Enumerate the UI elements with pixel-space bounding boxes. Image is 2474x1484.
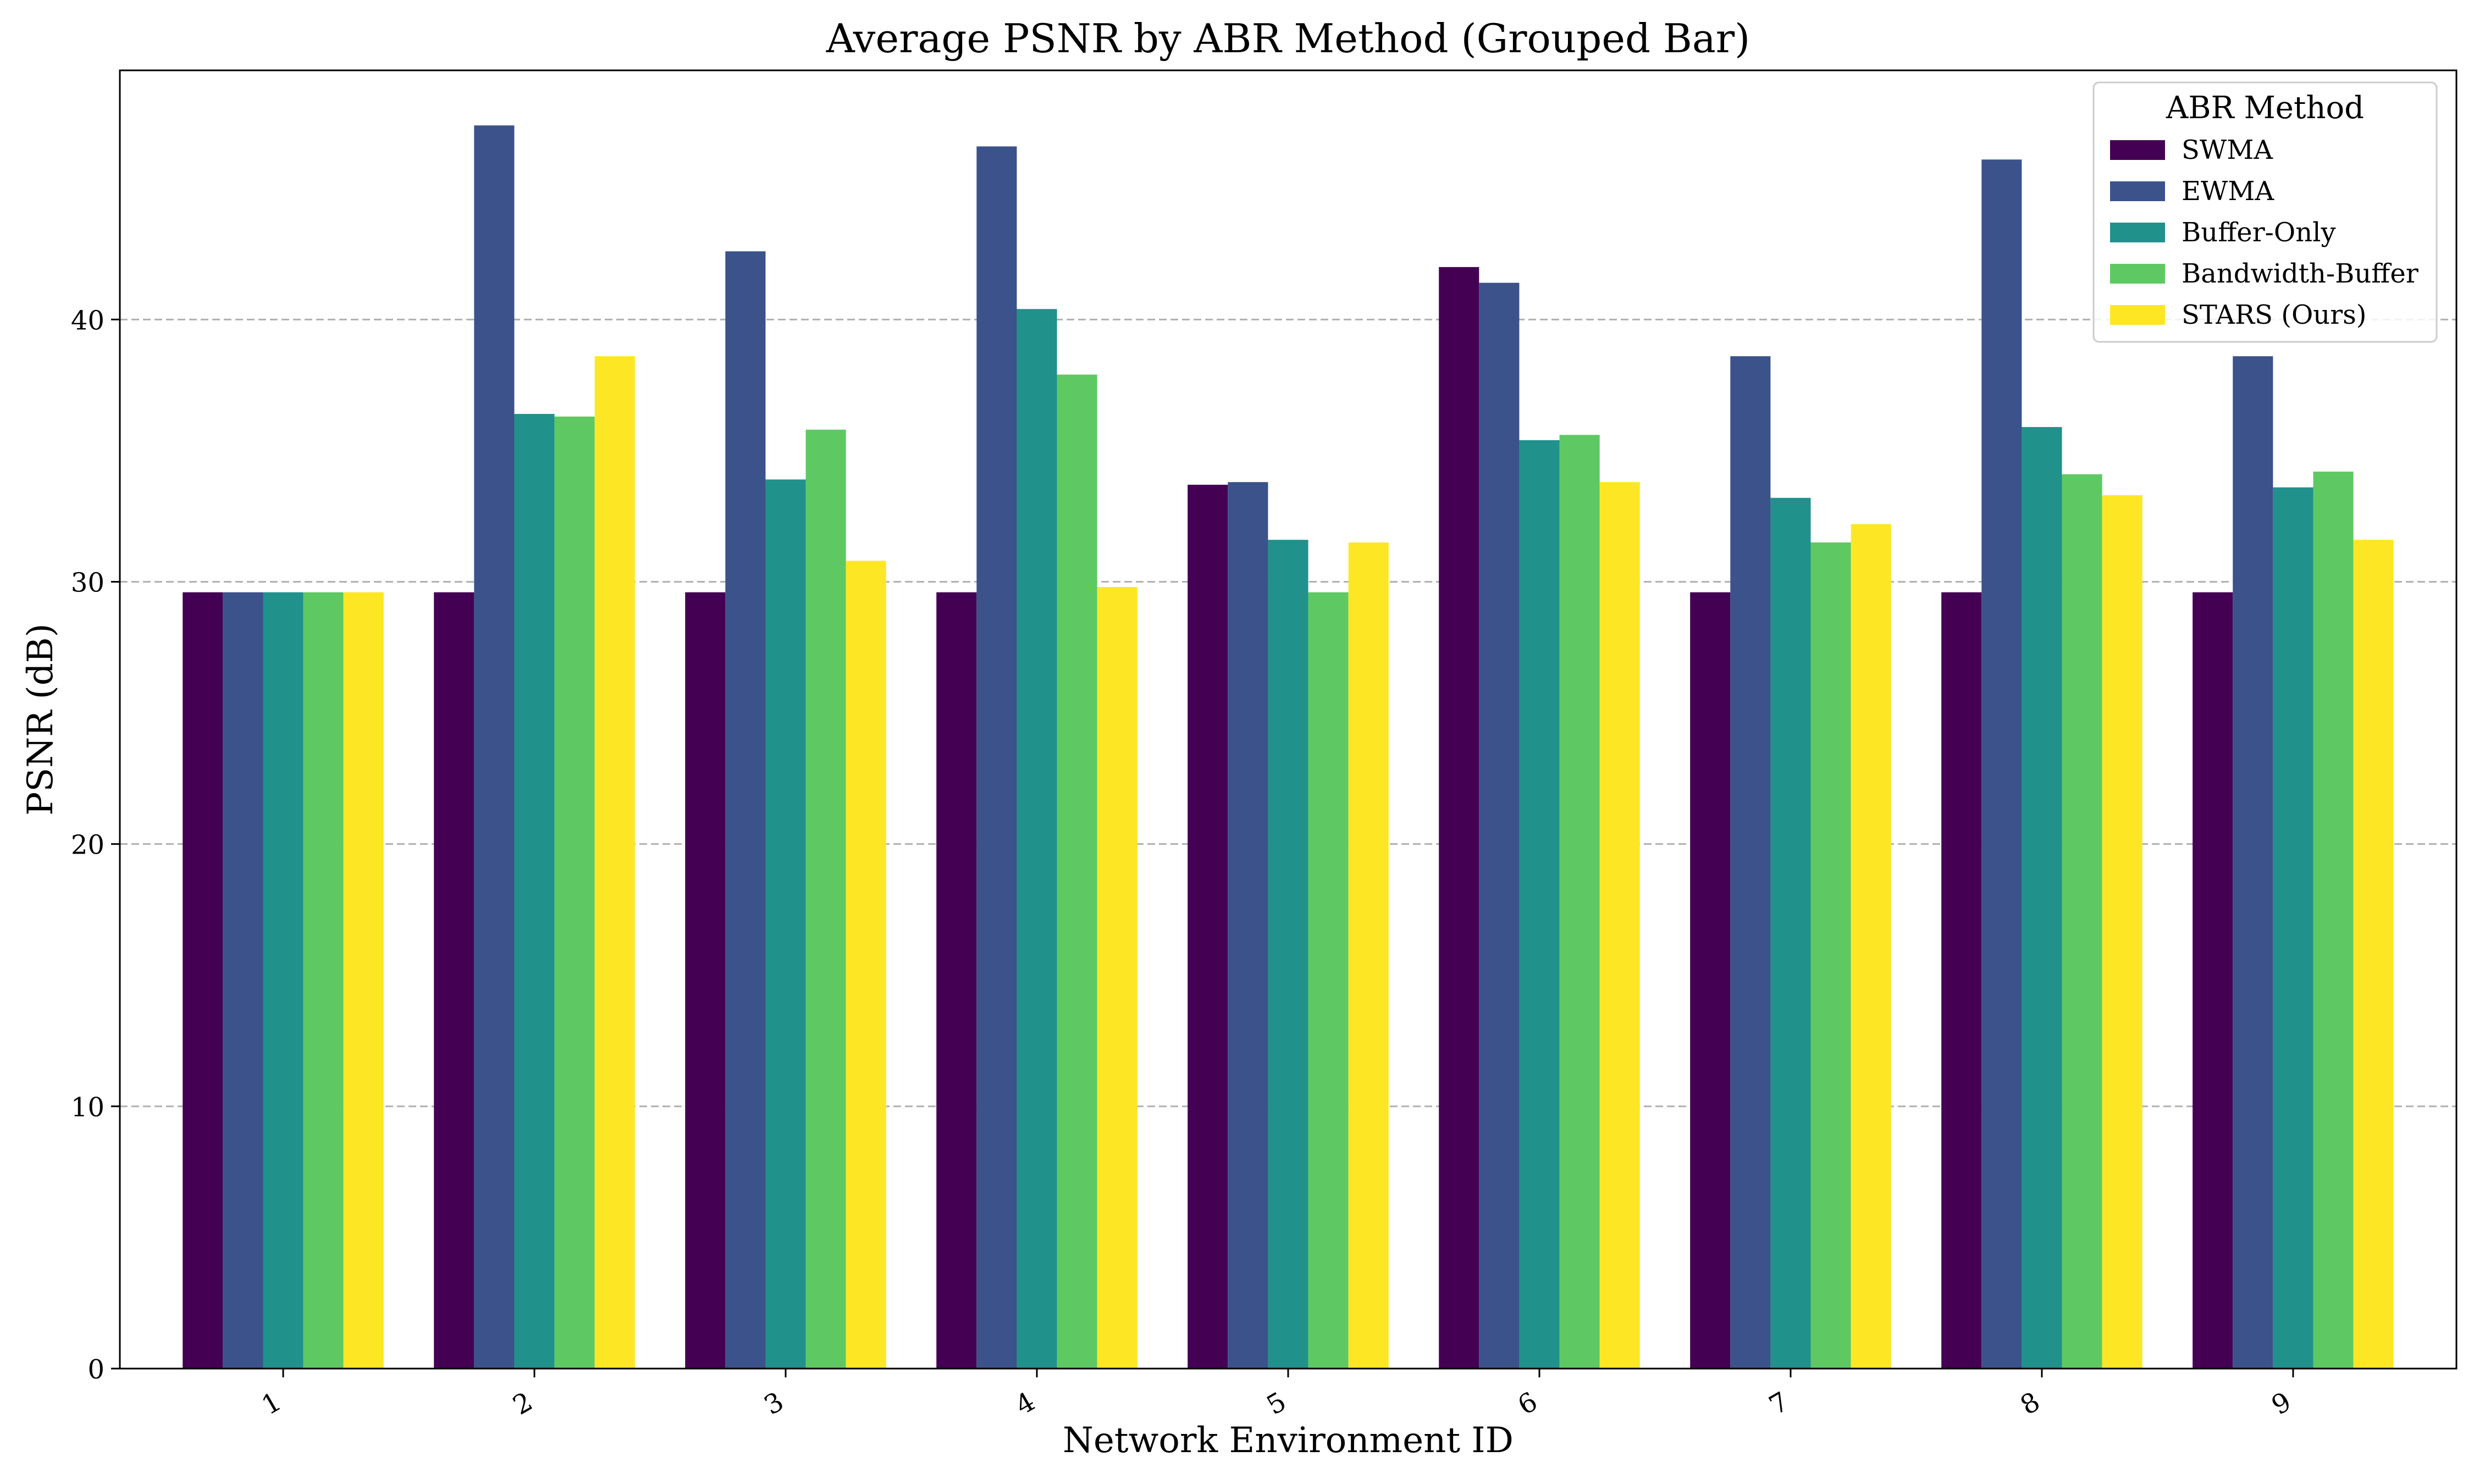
bar (183, 592, 223, 1369)
bar (685, 592, 726, 1369)
legend-title: ABR Method (2166, 90, 2364, 126)
y-tick-label: 20 (71, 830, 104, 861)
bar (2102, 495, 2142, 1369)
bar (1479, 283, 1520, 1369)
legend: ABR Method SWMA EWMA Buffer-Only Bandwidth-… (2092, 81, 2438, 343)
legend-swatch (2110, 305, 2165, 325)
bar (434, 592, 474, 1369)
bar (594, 356, 635, 1369)
bar (805, 429, 846, 1369)
bar (514, 414, 555, 1369)
legend-swatch (2110, 140, 2165, 160)
bar (1690, 592, 1731, 1369)
x-axis-label: Network Environment ID (1063, 1420, 1514, 1461)
bar (976, 146, 1017, 1369)
legend-swatch (2110, 223, 2165, 242)
bar (1599, 482, 1640, 1369)
chart-title: Average PSNR by ABR Method (Grouped Bar) (826, 15, 1750, 62)
bar (1268, 540, 1308, 1369)
bar (474, 125, 515, 1369)
bar (343, 592, 384, 1369)
bar (1981, 159, 2022, 1369)
bar (263, 592, 303, 1369)
bar (1519, 440, 1560, 1369)
bar (1439, 267, 1479, 1369)
bar (1017, 309, 1057, 1369)
bar (2273, 487, 2313, 1369)
legend-label: STARS (Ours) (2182, 300, 2367, 330)
bar (1730, 356, 1771, 1369)
legend-swatch (2110, 264, 2165, 284)
bar (303, 592, 344, 1369)
bar (936, 592, 977, 1369)
bar (2193, 592, 2233, 1369)
bar (1810, 542, 1851, 1369)
legend-label: SWMA (2182, 135, 2273, 165)
y-axis-label: PSNR (dB) (20, 623, 61, 815)
bar (2353, 540, 2394, 1369)
bar (765, 479, 806, 1369)
legend-label: Bandwidth-Buffer (2182, 258, 2418, 289)
bar (2233, 356, 2273, 1369)
bar (1308, 592, 1349, 1369)
bar (1097, 587, 1137, 1369)
bar (1228, 482, 1268, 1369)
bar (554, 416, 595, 1369)
bar (1559, 435, 1600, 1369)
bar (1057, 374, 1097, 1369)
bar (1770, 497, 1811, 1369)
y-tick-label: 0 (87, 1354, 104, 1385)
bar (1188, 484, 1228, 1369)
bar (223, 592, 263, 1369)
bar (2062, 474, 2102, 1369)
y-tick-label: 40 (71, 305, 104, 336)
legend-label: EWMA (2182, 176, 2275, 207)
bar (1851, 524, 1891, 1369)
y-axis: 0 10 20 30 40 (71, 305, 120, 1385)
bar (725, 251, 766, 1369)
bar (2022, 427, 2062, 1369)
legend-swatch (2110, 181, 2165, 201)
bar (1348, 542, 1389, 1369)
legend-items: SWMA EWMA Buffer-Only Bandwidth-Buffer STARS… (2110, 135, 2418, 330)
y-tick-label: 10 (71, 1092, 104, 1123)
bars (183, 125, 2394, 1369)
bar (1941, 592, 1982, 1369)
legend-box (2092, 81, 2438, 343)
legend-label: Buffer-Only (2182, 217, 2336, 248)
y-tick-label: 30 (71, 567, 104, 598)
bar (846, 561, 886, 1369)
bar (2313, 472, 2354, 1369)
